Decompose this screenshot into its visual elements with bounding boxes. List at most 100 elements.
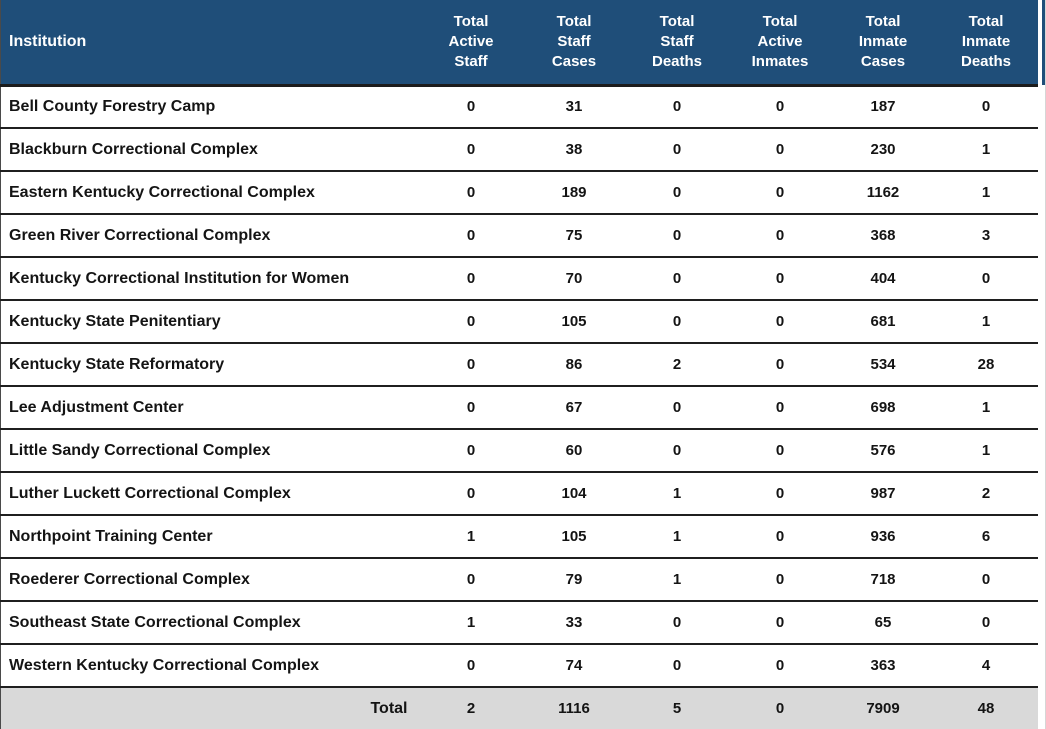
value-cell: 0 <box>466 141 476 158</box>
table-row: Kentucky State Reformatory 0 86 2 0 534 28 <box>0 343 1038 386</box>
value-cell: 0 <box>466 313 476 330</box>
value-cell: 104 <box>561 485 587 502</box>
table-row: Eastern Kentucky Correctional Complex 0 18… <box>0 171 1038 214</box>
table-row: Blackburn Correctional Complex 0 38 0 0 230 1 <box>0 128 1038 171</box>
value-cell: 1 <box>981 141 991 158</box>
value-cell: 576 <box>870 442 896 459</box>
column-header-total-active-inmates: Total Active Inmates <box>728 0 832 87</box>
value-cell: 1162 <box>866 184 900 201</box>
total-inmate-cases-value: 7909 <box>831 687 935 729</box>
value-cell: 86 <box>565 356 583 373</box>
value-cell: 70 <box>565 270 583 287</box>
value-cell: 0 <box>775 270 785 287</box>
value-cell: 0 <box>775 528 785 545</box>
table-row: Lee Adjustment Center 0 67 0 0 698 1 <box>0 386 1038 429</box>
value-cell: 0 <box>672 98 682 116</box>
value-cell: 0 <box>466 657 476 674</box>
value-cell: 404 <box>870 270 896 287</box>
value-cell: 105 <box>561 313 587 330</box>
value-cell: 0 <box>466 442 476 459</box>
value-cell: 1 <box>672 485 682 502</box>
value-cell: 0 <box>775 571 785 588</box>
value-cell: 0 <box>672 141 682 158</box>
column-header-label: Total Inmate Deaths <box>960 13 1012 70</box>
table-row: Little Sandy Correctional Complex 0 60 0 0 57… <box>0 429 1038 472</box>
value-cell: 38 <box>565 141 583 158</box>
institution-cell: Blackburn Correctional Complex <box>9 140 258 158</box>
value-cell: 79 <box>565 571 583 588</box>
column-header-total-inmate-cases: Total Inmate Cases <box>831 0 935 87</box>
table-row: Kentucky State Penitentiary 0 105 0 0 681 1 <box>0 300 1038 343</box>
value-cell: 0 <box>981 614 991 631</box>
value-cell: 28 <box>977 356 995 373</box>
value-cell: 0 <box>981 571 991 588</box>
column-header-total-active-staff: Total Active Staff <box>419 0 523 87</box>
value-cell: 0 <box>775 356 785 373</box>
value-cell: 67 <box>565 399 583 416</box>
column-header-label: Total Active Inmates <box>751 13 809 70</box>
value-cell: 0 <box>672 270 682 287</box>
total-active-staff-value: 2 <box>419 687 523 729</box>
value-cell: 698 <box>870 399 896 416</box>
value-cell: 187 <box>870 98 896 116</box>
value-cell: 718 <box>870 571 896 588</box>
table-row: Roederer Correctional Complex 0 79 1 0 718 0 <box>0 558 1038 601</box>
table-row: Western Kentucky Correctional Complex 0 74… <box>0 644 1038 687</box>
table-row: Kentucky Correctional Institution for Wo… <box>0 257 1038 300</box>
institution-cell: Green River Correctional Complex <box>9 226 271 244</box>
column-header-institution: Institution <box>0 0 420 87</box>
value-cell: 0 <box>466 571 476 588</box>
value-cell: 1 <box>466 528 476 545</box>
table-footer: Total 2 1116 5 0 7909 48 <box>0 687 1038 729</box>
value-cell: 2 <box>672 356 682 373</box>
value-cell: 368 <box>870 227 896 244</box>
value-cell: 4 <box>981 657 991 674</box>
institution-cell: Western Kentucky Correctional Complex <box>9 656 320 674</box>
column-header-total-staff-cases: Total Staff Cases <box>522 0 626 87</box>
total-staff-deaths-value: 5 <box>625 687 729 729</box>
value-cell: 65 <box>874 614 892 631</box>
value-cell: 33 <box>565 614 583 631</box>
value-cell: 105 <box>561 528 587 545</box>
institution-cell: Lee Adjustment Center <box>9 398 184 416</box>
value-cell: 0 <box>775 614 785 631</box>
value-cell: 60 <box>565 442 583 459</box>
value-cell: 0 <box>981 270 991 287</box>
value-cell: 0 <box>466 356 476 373</box>
value-cell: 0 <box>775 98 785 116</box>
value-cell: 0 <box>466 227 476 244</box>
value-cell: 0 <box>466 270 476 287</box>
value-cell: 0 <box>775 657 785 674</box>
value-cell: 936 <box>870 528 896 545</box>
table-row: Green River Correctional Complex 0 75 0 0 368… <box>0 214 1038 257</box>
institution-cell: Roederer Correctional Complex <box>9 570 250 588</box>
value-cell: 0 <box>775 184 785 201</box>
value-cell: 0 <box>775 399 785 416</box>
column-header-label: Total Active Staff <box>448 13 494 70</box>
value-cell: 0 <box>775 141 785 158</box>
value-cell: 681 <box>870 313 896 330</box>
institution-cell: Eastern Kentucky Correctional Complex <box>9 183 315 201</box>
value-cell: 0 <box>775 485 785 502</box>
institution-cell: Luther Luckett Correctional Complex <box>9 484 291 502</box>
value-cell: 0 <box>672 184 682 201</box>
value-cell: 1 <box>981 399 991 416</box>
column-header-label: Total Inmate Cases <box>858 13 908 70</box>
total-staff-cases-value: 1116 <box>522 687 626 729</box>
total-active-inmates-value: 0 <box>728 687 832 729</box>
value-cell: 1 <box>981 184 991 201</box>
value-cell: 3 <box>981 227 991 244</box>
table-body: Bell County Forestry Camp 0 31 0 0 187 0 Blackb… <box>0 85 1038 687</box>
header-edge-sliver <box>1042 0 1045 85</box>
value-cell: 74 <box>565 657 583 674</box>
value-cell: 0 <box>775 442 785 459</box>
total-row-label: Total <box>0 687 420 729</box>
value-cell: 0 <box>981 98 991 116</box>
value-cell: 0 <box>775 313 785 330</box>
institution-cell: Kentucky State Reformatory <box>9 355 225 373</box>
institution-cell: Kentucky Correctional Institution for Wo… <box>9 269 350 287</box>
column-header-total-staff-deaths: Total Staff Deaths <box>625 0 729 87</box>
value-cell: 363 <box>870 657 896 674</box>
